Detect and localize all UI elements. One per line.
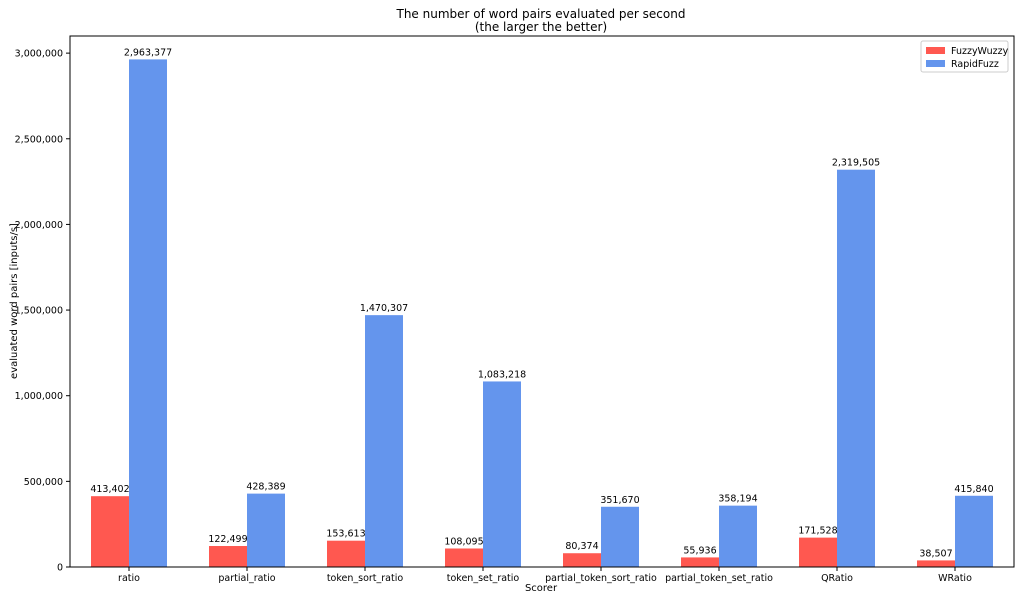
bar-value-label: 38,507 bbox=[919, 548, 952, 559]
bar-rapidfuzz bbox=[601, 506, 639, 567]
bar-value-label: 428,389 bbox=[246, 482, 285, 493]
bar-value-label: 2,319,505 bbox=[832, 158, 880, 169]
axes-frame bbox=[69, 35, 1015, 568]
bar-rapidfuzz bbox=[247, 493, 285, 567]
x-tick-label: partial_token_set_ratio bbox=[665, 573, 773, 584]
bar-fuzzywuzzy bbox=[327, 540, 365, 567]
bar-fuzzywuzzy bbox=[445, 548, 483, 567]
bar-value-label: 358,194 bbox=[718, 494, 757, 505]
y-tick-label: 1,500,000 bbox=[15, 306, 63, 317]
bar-value-label: 351,670 bbox=[600, 495, 639, 506]
bar-rapidfuzz bbox=[837, 169, 875, 568]
x-tick-label: WRatio bbox=[938, 573, 972, 584]
legend-label: RapidFuzz bbox=[951, 59, 999, 70]
bar-rapidfuzz bbox=[129, 59, 167, 568]
x-tick-label: token_sort_ratio bbox=[327, 573, 404, 584]
y-tick-label: 1,000,000 bbox=[15, 391, 63, 402]
y-tick-label: 3,000,000 bbox=[15, 49, 63, 60]
legend: FuzzyWuzzy RapidFuzz bbox=[920, 40, 1009, 73]
chart-subtitle: (the larger the better) bbox=[475, 20, 607, 34]
bar-value-label: 415,840 bbox=[954, 484, 993, 495]
bar-fuzzywuzzy bbox=[563, 553, 601, 567]
bar-rapidfuzz bbox=[365, 315, 403, 567]
bar-value-label: 108,095 bbox=[444, 536, 483, 547]
x-tick-label: ratio bbox=[118, 573, 140, 584]
x-tick-label: QRatio bbox=[821, 573, 853, 584]
bar-value-label: 2,963,377 bbox=[124, 47, 172, 58]
bar-rapidfuzz bbox=[955, 495, 993, 567]
bar-value-label: 1,083,218 bbox=[478, 369, 526, 380]
legend-label: FuzzyWuzzy bbox=[951, 46, 1009, 57]
plot-area: 0 500,000 1,000,000 1,500,000 2,000,000 2,500… bbox=[15, 47, 994, 584]
bar-fuzzywuzzy bbox=[209, 546, 247, 567]
bar-value-label: 153,613 bbox=[326, 529, 365, 540]
x-tick-label: token_set_ratio bbox=[447, 573, 520, 584]
x-axis-label: Scorer bbox=[525, 583, 558, 594]
bar-rapidfuzz bbox=[483, 381, 521, 567]
y-axis-label: evaluated word pairs [inputs/s] bbox=[9, 223, 20, 379]
bar-fuzzywuzzy bbox=[681, 557, 719, 567]
bar-fuzzywuzzy bbox=[91, 496, 129, 567]
bar-fuzzywuzzy bbox=[917, 560, 955, 567]
y-tick-label: 500,000 bbox=[24, 477, 63, 488]
y-tick-label: 2,500,000 bbox=[15, 134, 63, 145]
x-tick-label: partial_ratio bbox=[218, 573, 275, 584]
y-tick-label: 2,000,000 bbox=[15, 220, 63, 231]
bar-value-label: 55,936 bbox=[683, 545, 716, 556]
x-tick-label: partial_token_sort_ratio bbox=[545, 573, 657, 584]
bar-value-label: 80,374 bbox=[565, 541, 598, 552]
y-tick-label: 0 bbox=[57, 563, 63, 574]
bar-value-label: 122,499 bbox=[208, 534, 247, 545]
bar-fuzzywuzzy bbox=[799, 537, 837, 567]
legend-swatch bbox=[926, 60, 945, 67]
bar-rapidfuzz bbox=[719, 505, 757, 567]
bar-value-label: 171,528 bbox=[798, 526, 837, 537]
legend-swatch bbox=[926, 47, 945, 54]
chart-title: The number of word pairs evaluated per s… bbox=[396, 7, 686, 21]
bar-value-label: 413,402 bbox=[90, 484, 129, 495]
bar-value-label: 1,470,307 bbox=[360, 303, 408, 314]
